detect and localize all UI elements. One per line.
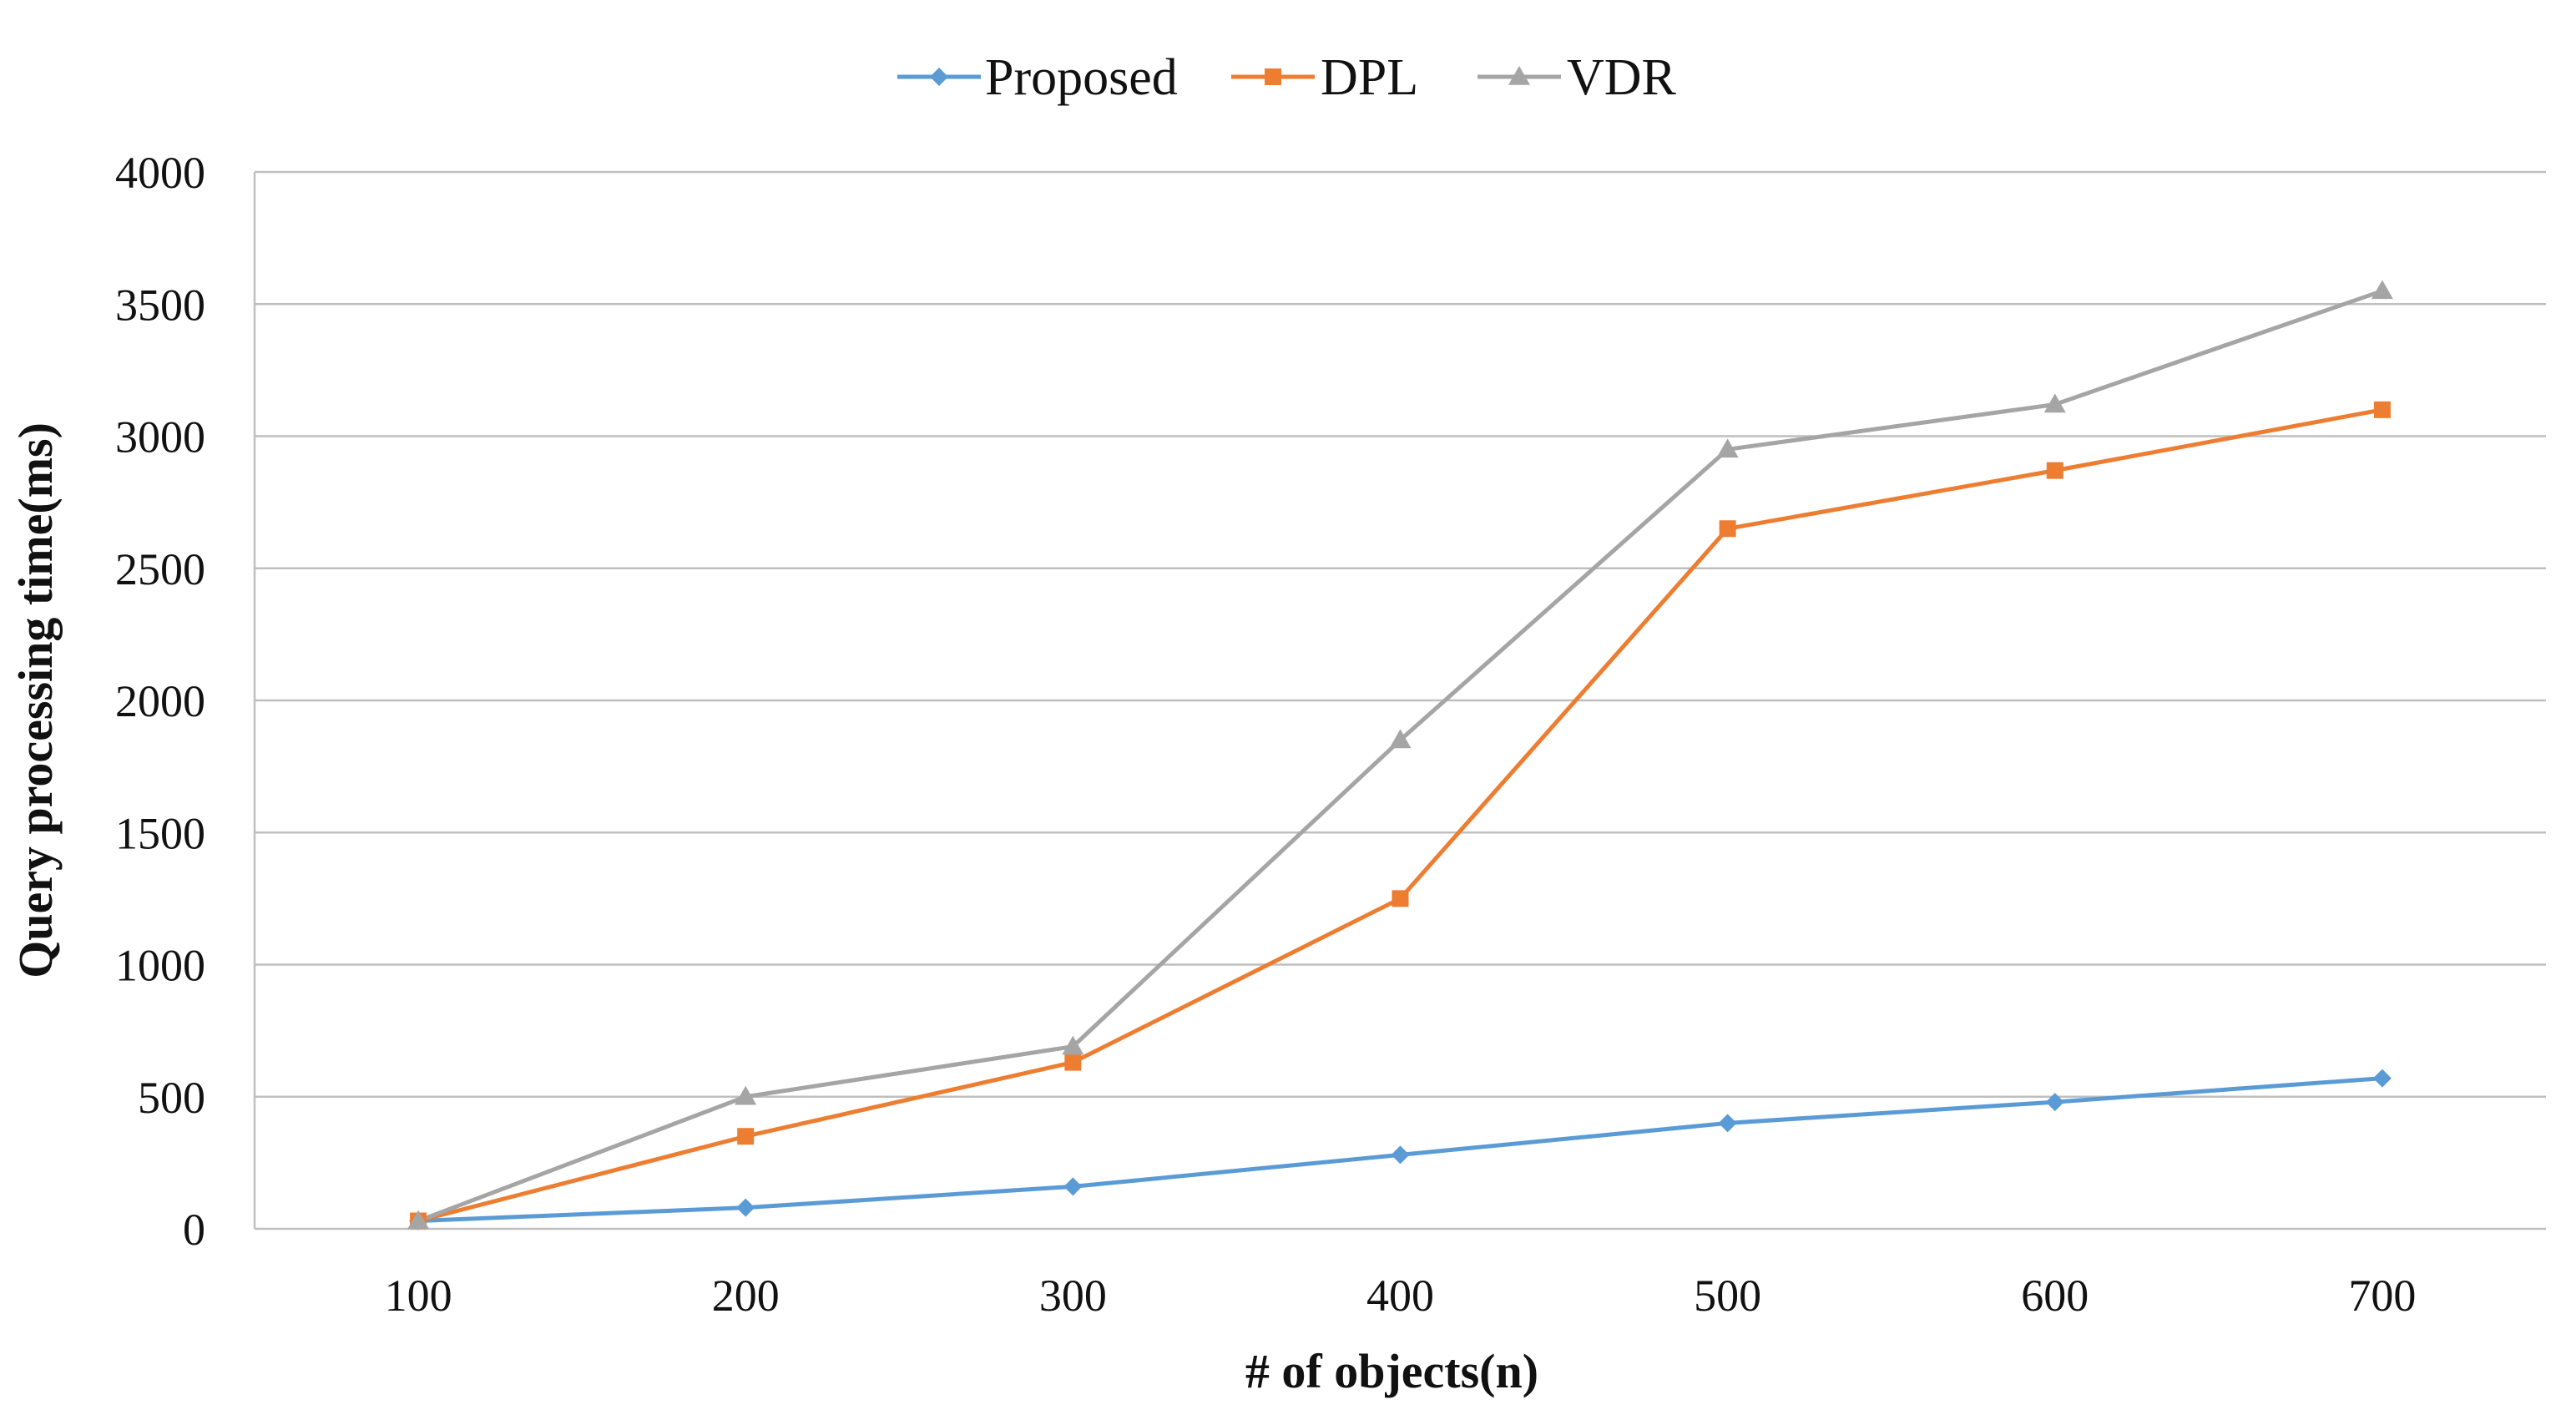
y-tick-labels: 0 500 1000 1500 2000 2500 3000 3500 4000 [115, 148, 205, 1255]
y-tick-label: 500 [138, 1073, 205, 1123]
y-tick-label: 1000 [115, 941, 205, 991]
data-markers [407, 280, 2393, 1230]
data-point-proposed [1063, 1177, 1083, 1196]
legend-label: Proposed [985, 49, 1178, 106]
data-point-dpl [1064, 1054, 1082, 1071]
x-axis-title: # of objects(n) [1245, 1344, 1538, 1398]
y-tick-label: 2000 [115, 676, 205, 726]
legend-item-vdr: VDR [1477, 49, 1677, 106]
data-point-dpl [2373, 401, 2391, 418]
y-tick-label: 4000 [115, 148, 205, 198]
legend-label: VDR [1567, 49, 1677, 106]
data-point-vdr [735, 1085, 757, 1105]
legend: Proposed DPL VDR [897, 49, 1677, 106]
series-line-vdr [417, 289, 2383, 1223]
data-point-vdr [1716, 438, 1739, 458]
y-tick-label: 3000 [115, 412, 205, 462]
data-point-dpl [737, 1128, 755, 1145]
data-point-proposed [2045, 1093, 2064, 1112]
x-tick-label: 600 [2021, 1271, 2089, 1321]
y-tick-label: 0 [183, 1205, 205, 1255]
x-tick-label: 100 [385, 1271, 452, 1321]
data-point-dpl [1392, 890, 1409, 907]
y-tick-label: 3500 [115, 280, 205, 330]
legend-label: DPL [1321, 49, 1418, 106]
data-point-proposed [2372, 1069, 2392, 1088]
data-point-vdr [2043, 393, 2066, 413]
x-tick-labels: 100 200 300 400 500 600 700 [385, 1271, 2417, 1321]
data-point-dpl [2046, 462, 2063, 479]
data-point-vdr [407, 1210, 430, 1230]
legend-marker [930, 68, 948, 86]
legend-item-dpl: DPL [1231, 49, 1418, 106]
data-point-proposed [1718, 1114, 1737, 1133]
data-point-vdr [2371, 280, 2393, 300]
data-point-proposed [736, 1198, 755, 1217]
x-tick-label: 300 [1039, 1271, 1107, 1321]
y-axis-title: Query processing time(ms) [8, 422, 63, 978]
data-point-dpl [1719, 520, 1736, 538]
series-lines [417, 289, 2383, 1224]
gridlines [255, 170, 2546, 1098]
y-tick-label: 1500 [115, 808, 205, 858]
legend-marker [1265, 68, 1281, 85]
legend-marker [1508, 66, 1530, 85]
data-point-vdr [1389, 729, 1412, 749]
y-tick-label: 2500 [115, 544, 205, 594]
data-point-vdr [1062, 1035, 1084, 1055]
data-point-proposed [1391, 1145, 1410, 1165]
legend-item-proposed: Proposed [897, 49, 1178, 106]
x-tick-label: 400 [1366, 1271, 1434, 1321]
x-tick-label: 700 [2348, 1271, 2416, 1321]
x-tick-label: 500 [1694, 1271, 1761, 1321]
x-tick-label: 200 [712, 1271, 780, 1321]
axes [253, 172, 2546, 1230]
